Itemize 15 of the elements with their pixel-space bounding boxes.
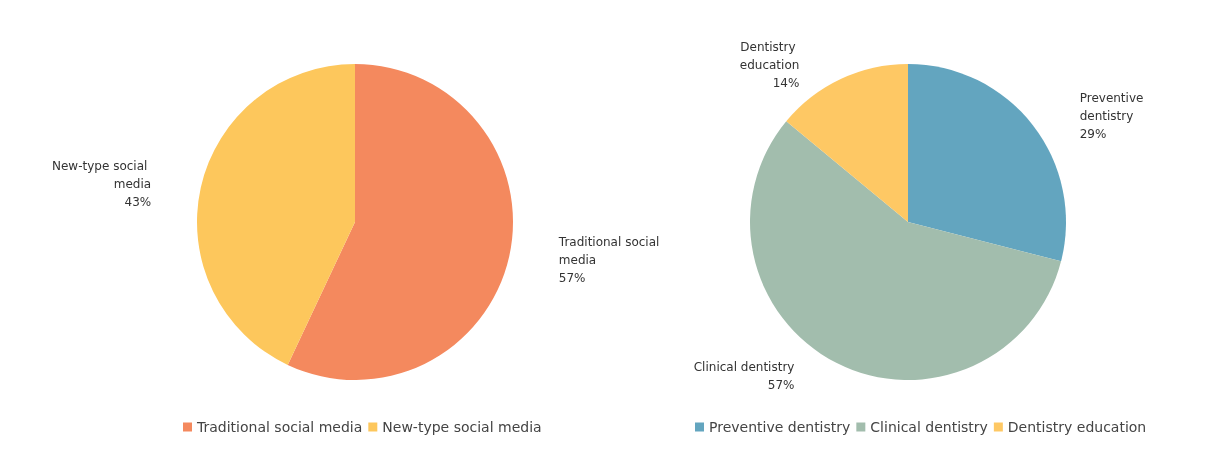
legend-label: Preventive dentistry bbox=[709, 419, 851, 435]
slice-label: Traditional social media bbox=[557, 234, 664, 267]
legend-label: Clinical dentistry bbox=[870, 419, 988, 435]
slice-label: New-type social media bbox=[52, 159, 152, 192]
data-label: 43% bbox=[124, 195, 152, 210]
slice-label: Clinical dentistry bbox=[693, 360, 795, 375]
legend-label: Traditional social media bbox=[196, 419, 363, 435]
data-label: 14% bbox=[772, 76, 800, 91]
slice-label: Preventive dentistry bbox=[1079, 90, 1148, 123]
slice-label: Dentistry education bbox=[739, 40, 800, 73]
legend-label: Dentistry education bbox=[1007, 419, 1147, 435]
data-label: 57% bbox=[558, 270, 586, 285]
legend-label: New-type social media bbox=[382, 419, 542, 435]
data-label: 57% bbox=[767, 378, 795, 393]
data-label: 29% bbox=[1079, 126, 1107, 141]
